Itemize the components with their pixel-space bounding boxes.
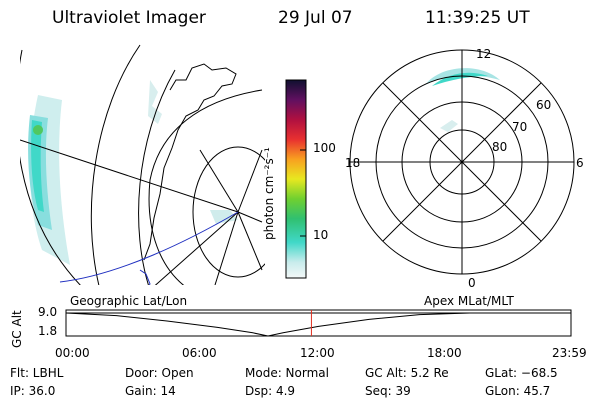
timeline-ymin: 1.8 xyxy=(38,324,58,338)
date-label: 29 Jul 07 xyxy=(278,8,353,28)
time-tick-3: 18:00 xyxy=(427,346,462,360)
lat-line-1 xyxy=(90,44,141,285)
time-tick-4: 23:59 xyxy=(552,346,587,360)
mlt-label-12: 12 xyxy=(476,47,492,61)
colorbar-label-100: 100 xyxy=(313,141,336,155)
timeline-axis-title: GC Alt xyxy=(10,310,24,348)
time-tick-2: 12:00 xyxy=(300,346,335,360)
lat-line-2 xyxy=(138,69,176,285)
meridian-1 xyxy=(20,139,239,213)
info-ip: IP: 36.0 xyxy=(10,384,56,398)
geographic-caption: Geographic Lat/Lon xyxy=(70,294,188,308)
meridian-6 xyxy=(237,211,263,223)
info-flt: Flt: LBHL xyxy=(10,366,64,380)
color-bar xyxy=(285,79,307,279)
info-door: Door: Open xyxy=(125,366,194,380)
earth-limb xyxy=(20,49,82,285)
timeline-ymax: 9.0 xyxy=(38,305,58,319)
aurora-patch xyxy=(148,80,162,124)
meridian-2 xyxy=(154,211,239,285)
polar-aurora-core xyxy=(432,72,488,86)
colorbar-unit-label: photon cm⁻²s⁻¹ xyxy=(262,147,276,240)
info-glon: GLon: 45.7 xyxy=(485,384,551,398)
meridian-4 xyxy=(214,211,239,285)
instrument-title: Ultraviolet Imager xyxy=(52,8,206,28)
info-seq: Seq: 39 xyxy=(365,384,411,398)
aurora-patch-small xyxy=(210,210,238,224)
polar-circle xyxy=(192,146,265,278)
mlat-label-70: 70 xyxy=(512,120,528,134)
aurora-region-bright xyxy=(31,120,44,212)
mlt-label-18: 18 xyxy=(345,156,361,170)
meridian-5 xyxy=(237,211,263,271)
info-dsp: Dsp: 4.9 xyxy=(245,384,296,398)
time-label: 11:39:25 UT xyxy=(425,8,530,28)
info-gcalt: GC Alt: 5.2 Re xyxy=(365,366,449,380)
polar-plot xyxy=(349,49,575,275)
time-tick-0: 00:00 xyxy=(55,346,90,360)
info-gain: Gain: 14 xyxy=(125,384,176,398)
polar-aurora-arc xyxy=(425,68,500,85)
polar-diagonal-2 xyxy=(382,82,542,242)
coastline-blue-2 xyxy=(139,269,151,285)
mlt-label-0: 0 xyxy=(468,276,476,290)
timeline-frame xyxy=(65,309,572,337)
geographic-map xyxy=(20,44,265,285)
info-mode: Mode: Normal xyxy=(245,366,329,380)
mlat-label-80: 80 xyxy=(492,140,508,154)
time-tick-1: 06:00 xyxy=(182,346,217,360)
altitude-curve xyxy=(65,312,571,337)
aurora-hotspot xyxy=(33,125,43,135)
coastline-blue xyxy=(59,211,239,283)
mlat-label-60: 60 xyxy=(536,98,552,112)
apex-caption: Apex MLat/MLT xyxy=(424,294,514,308)
meridian-7 xyxy=(199,149,239,213)
meridian-3 xyxy=(237,149,263,213)
mlt-label-6: 6 xyxy=(576,156,584,170)
colorbar-label-10: 10 xyxy=(313,228,329,242)
lat-line-3 xyxy=(148,89,263,285)
coastline-continent xyxy=(143,63,237,261)
polar-aurora-patch xyxy=(440,120,458,132)
info-glat: GLat: −68.5 xyxy=(485,366,558,380)
